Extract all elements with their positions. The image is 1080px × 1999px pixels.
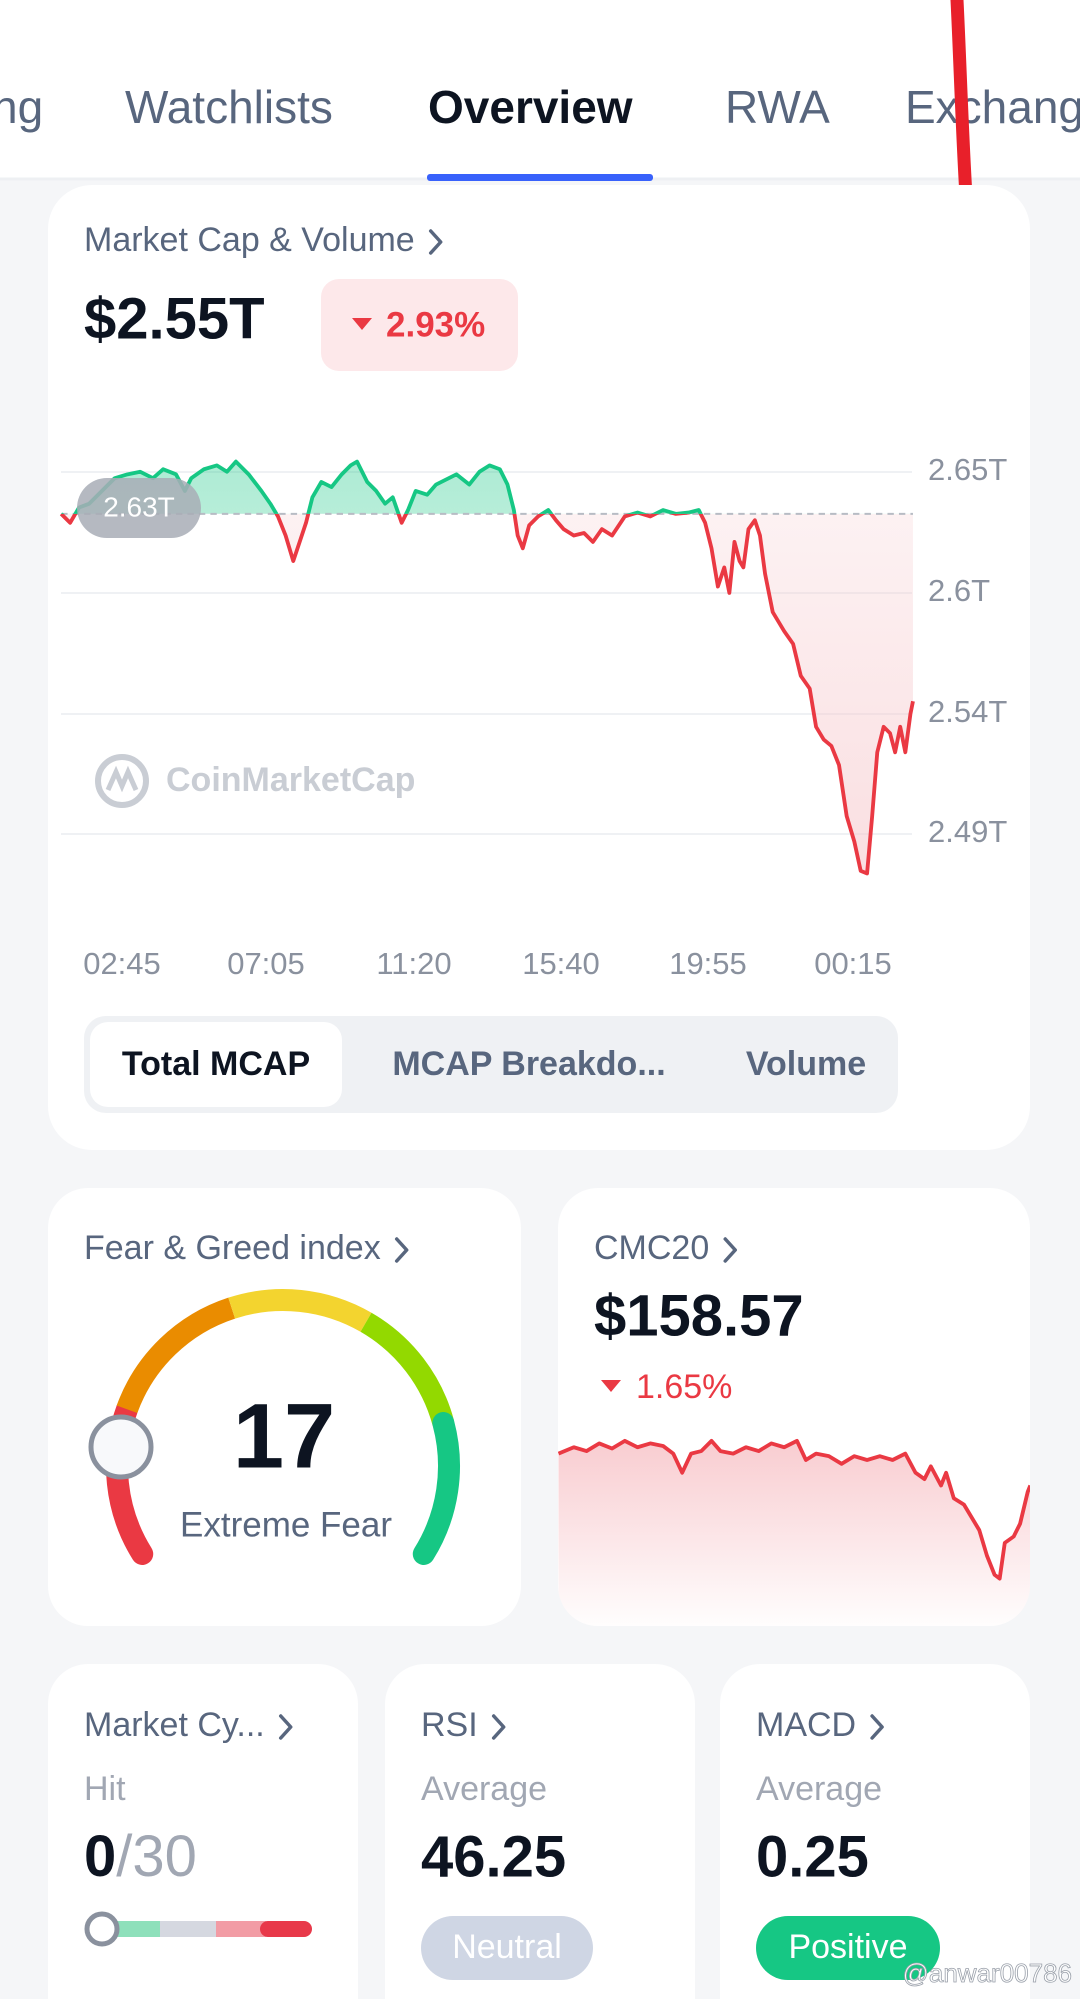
segment[interactable]: Total MCAP <box>122 1045 310 1083</box>
tab-underline <box>427 174 653 181</box>
card <box>48 1188 521 1626</box>
macd-value: 0.25 <box>756 1824 869 1889</box>
segment-selected <box>90 1022 342 1107</box>
status-label: Positive <box>788 1928 907 1966</box>
y-label: 2.49T <box>928 814 1007 849</box>
card <box>720 1664 1030 1999</box>
card-title[interactable]: Fear & Greed index <box>84 1229 381 1267</box>
cmc20-chart <box>558 1438 1030 1626</box>
card <box>48 185 1030 1150</box>
line-up <box>61 459 703 514</box>
tab-bar <box>0 0 1080 180</box>
line-down <box>59 513 915 876</box>
current-label: 2.63T <box>103 491 175 522</box>
y-label: 2.54T <box>928 694 1007 729</box>
current-bubble <box>77 478 201 538</box>
down-arrow <box>601 1380 621 1392</box>
card <box>48 1664 358 1999</box>
card-title[interactable]: MACD <box>756 1706 856 1744</box>
tab[interactable]: Exchang <box>905 81 1080 133</box>
status-label: Neutral <box>452 1928 562 1966</box>
watermark-logo <box>95 754 149 808</box>
x-label: 19:55 <box>669 946 747 981</box>
tab[interactable]: RWA <box>725 81 830 133</box>
x-label: 15:40 <box>522 946 600 981</box>
card-subtitle: Average <box>756 1770 882 1808</box>
gauge-segment <box>412 1412 460 1565</box>
cycle-value: 0/30 <box>84 1824 197 1889</box>
market-cap-chart <box>59 459 915 876</box>
gauge-segment <box>116 1297 236 1414</box>
gauge-segment <box>360 1312 454 1427</box>
x-label: 00:15 <box>814 946 892 981</box>
chevron <box>491 1714 506 1740</box>
tab[interactable]: ng <box>0 81 43 133</box>
x-label: 07:05 <box>227 946 305 981</box>
gauge-segment <box>228 1289 372 1332</box>
tab-active[interactable]: Overview <box>428 81 633 133</box>
area <box>558 1440 1030 1626</box>
chevron <box>428 229 443 255</box>
y-label: 2.6T <box>928 573 990 608</box>
chevron <box>723 1237 737 1263</box>
cmc20-change: 1.65% <box>636 1368 732 1406</box>
hit-count: 0 <box>84 1824 116 1889</box>
chevron <box>278 1714 293 1740</box>
y-label: 2.65T <box>928 452 1007 487</box>
watermark: CoinMarketCap <box>166 761 415 799</box>
x-label: 02:45 <box>83 946 161 981</box>
market-cap-value: $2.55T <box>84 286 265 351</box>
down-arrow <box>352 318 372 330</box>
card-subtitle: Average <box>421 1770 547 1808</box>
rsi-value: 46.25 <box>421 1824 566 1889</box>
status-pill <box>756 1916 940 1980</box>
area-up <box>61 461 913 514</box>
tab[interactable]: Watchlists <box>125 81 333 133</box>
watermark: @anwar00786 <box>902 1958 1072 1988</box>
card-title[interactable]: RSI <box>421 1706 478 1744</box>
cycle-slider <box>84 1911 312 1947</box>
segment[interactable]: MCAP Breakdo... <box>392 1045 665 1083</box>
chevron <box>870 1714 884 1740</box>
change-badge <box>321 279 518 371</box>
gauge-value: 17 <box>233 1385 335 1487</box>
card-title[interactable]: Market Cap & Volume <box>84 221 415 259</box>
status-pill <box>421 1916 593 1980</box>
area-down <box>61 513 913 874</box>
gauge-label: Extreme Fear <box>180 1505 392 1544</box>
cmc20-value: $158.57 <box>594 1283 804 1348</box>
card-title[interactable]: CMC20 <box>594 1229 709 1267</box>
card <box>385 1664 695 1999</box>
hit-total: /30 <box>116 1824 197 1889</box>
change-value: 2.93% <box>386 305 485 344</box>
red-annotation <box>950 0 973 203</box>
card-subtitle: Hit <box>84 1770 126 1808</box>
x-label: 11:20 <box>376 946 451 981</box>
line <box>558 1438 1030 1581</box>
chevron <box>394 1237 409 1263</box>
gauge-knob <box>88 1414 154 1480</box>
segment[interactable]: Volume <box>746 1045 866 1083</box>
card-title[interactable]: Market Cy... <box>84 1706 265 1744</box>
